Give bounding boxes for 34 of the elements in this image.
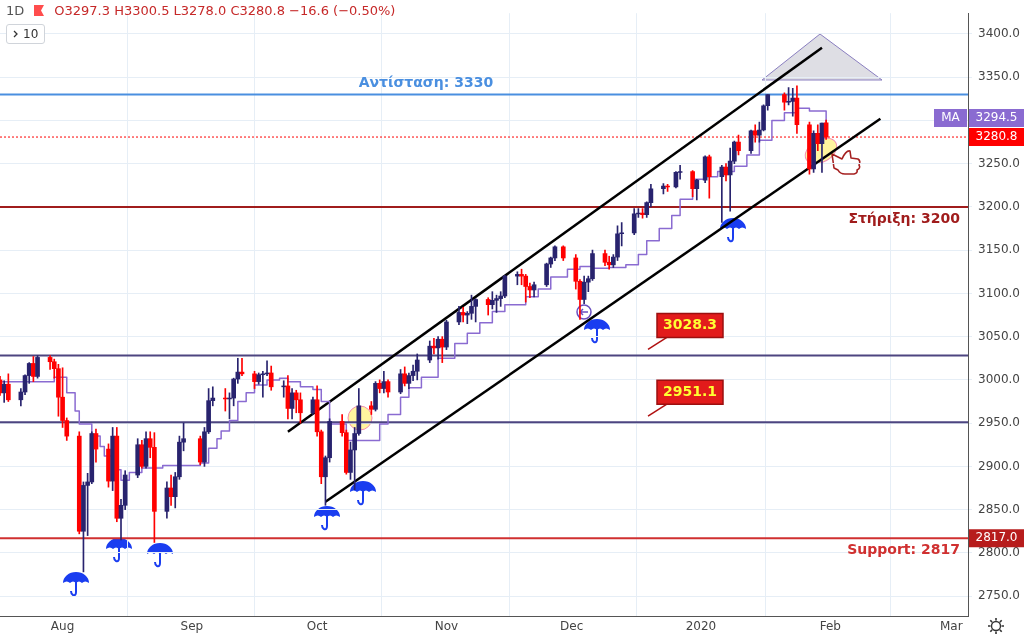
y-tick-label: 2950.0: [978, 415, 1020, 430]
ref-line-label: 3280.8: [975, 129, 1018, 144]
x-tick-label: 2020: [685, 619, 717, 634]
chart-title: 1D: [6, 3, 25, 18]
x-tick-label: Dec: [560, 619, 584, 634]
x-tick-label: Sep: [180, 619, 204, 634]
text: 2817.0: [975, 530, 1018, 545]
y-tick-label: 3150.0: [978, 242, 1020, 257]
y-tick-label: 3400.0: [978, 26, 1020, 41]
chart-subtitle: O3297.3 H3300.5 L3278.0 C3280.8 −16.6 (−0.50%): [54, 3, 396, 18]
y-tick-label: 3250.0: [978, 155, 1020, 170]
text: 3294.5: [975, 110, 1018, 125]
x-tick-label: Aug: [50, 619, 75, 634]
y-tick-label: 3350.0: [978, 69, 1020, 84]
x-tick-label: Nov: [434, 619, 459, 634]
y-tick-label: 2750.0: [978, 588, 1020, 603]
ref-line-label: Support: 2817: [847, 540, 960, 557]
y-tick-label: 3100.0: [978, 285, 1020, 300]
annotation: 10: [23, 27, 39, 41]
y-tick-label: 2800.0: [978, 544, 1020, 559]
x-tick-label: Mar: [939, 619, 963, 634]
y-tick-label: 2900.0: [978, 458, 1020, 473]
ref-line-label: Αντίσταση: 3330: [358, 74, 494, 91]
ref-line-label: Στήριξη: 3200: [848, 209, 961, 226]
y-tick-label: 3050.0: [978, 328, 1020, 343]
y-tick-label: 3000.0: [978, 372, 1020, 387]
y-tick-label: 2850.0: [978, 501, 1020, 516]
ref-line-label: 2951.1: [662, 382, 718, 399]
candlestick: [790, 88, 796, 117]
y-tick-label: 3200.0: [978, 199, 1020, 214]
x-tick-label: Oct: [306, 619, 328, 634]
ref-line-label: 3028.3: [662, 316, 718, 333]
x-tick-label: Feb: [819, 619, 841, 634]
legend-label: MA: [941, 110, 961, 125]
